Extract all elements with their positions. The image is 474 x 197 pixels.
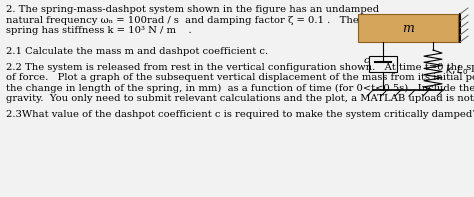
Bar (369, 56, 397, 72)
Text: 2.2 The system is released from rest in the vertical configuration shown.   At t: 2.2 The system is released from rest in … (6, 63, 474, 72)
Text: m: m (402, 21, 414, 34)
Text: 2.1 Calculate the mass m and dashpot coefficient c.: 2.1 Calculate the mass m and dashpot coe… (6, 47, 268, 56)
Text: the change in length of the spring, in mm)  as a function of time (for 0<t<0.5s): the change in length of the spring, in m… (6, 84, 474, 93)
Text: $k,L_0$: $k,L_0$ (445, 63, 468, 77)
Text: spring has stiffness k = 10³ N / m    .: spring has stiffness k = 10³ N / m . (6, 26, 191, 35)
Text: natural frequency ωₙ = 100rad / s  and damping factor ζ = 0.1 .   The: natural frequency ωₙ = 100rad / s and da… (6, 16, 359, 24)
Text: c: c (363, 56, 369, 64)
Text: of force.   Plot a graph of the subsequent vertical displacement of the mass fro: of force. Plot a graph of the subsequent… (6, 73, 474, 82)
Text: 2.3What value of the dashpot coefficient c is required to make the system critic: 2.3What value of the dashpot coefficient… (6, 110, 474, 119)
Text: 2. The spring-mass-dashpot system shown in the figure has an undamped: 2. The spring-mass-dashpot system shown … (6, 5, 379, 14)
Text: gravity.  You only need to submit relevant calculations and the plot, a MATLAB u: gravity. You only need to submit relevan… (6, 94, 474, 103)
Bar (358, 14, 458, 42)
